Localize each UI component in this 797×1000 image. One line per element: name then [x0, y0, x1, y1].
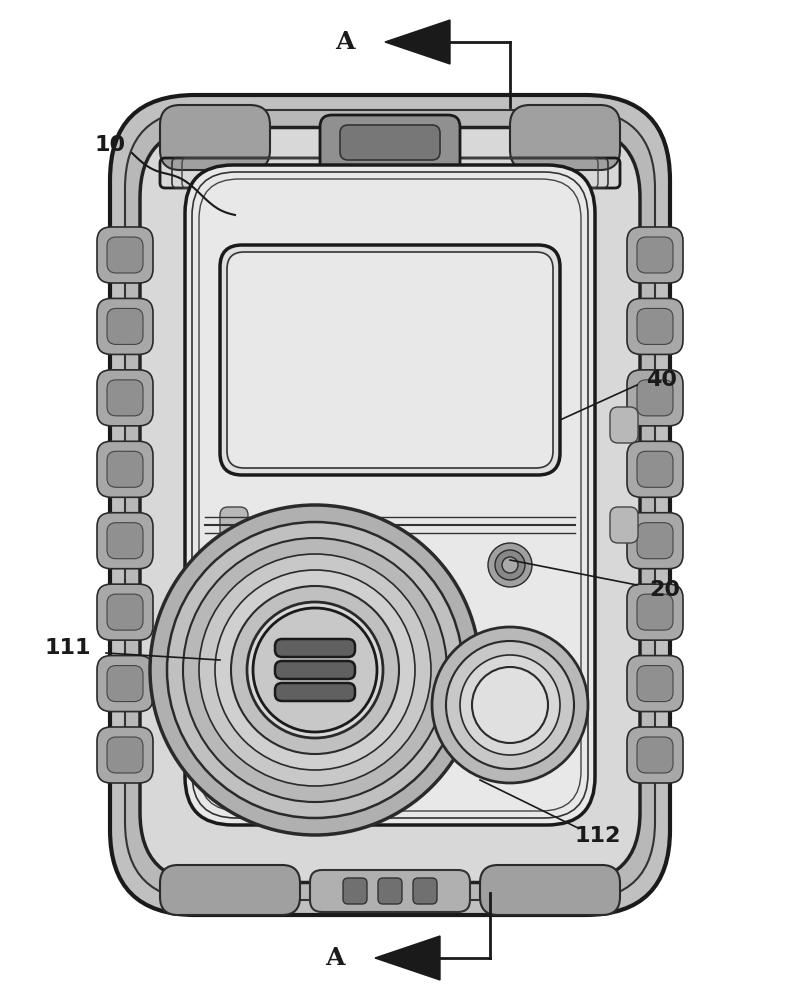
FancyBboxPatch shape — [413, 878, 437, 904]
Circle shape — [183, 538, 447, 802]
Text: 111: 111 — [45, 638, 91, 658]
FancyBboxPatch shape — [107, 451, 143, 487]
FancyBboxPatch shape — [125, 110, 655, 900]
Circle shape — [502, 557, 518, 573]
Circle shape — [231, 586, 399, 754]
Circle shape — [488, 543, 532, 587]
FancyBboxPatch shape — [320, 115, 460, 175]
FancyBboxPatch shape — [160, 105, 270, 170]
Text: 40: 40 — [646, 370, 677, 390]
FancyBboxPatch shape — [627, 441, 683, 497]
Polygon shape — [375, 936, 440, 980]
FancyBboxPatch shape — [627, 298, 683, 354]
FancyBboxPatch shape — [637, 666, 673, 702]
FancyBboxPatch shape — [627, 727, 683, 783]
FancyBboxPatch shape — [107, 666, 143, 702]
Circle shape — [150, 505, 480, 835]
Text: 112: 112 — [575, 826, 621, 846]
FancyBboxPatch shape — [110, 95, 670, 915]
Circle shape — [215, 570, 415, 770]
FancyBboxPatch shape — [637, 308, 673, 344]
FancyBboxPatch shape — [378, 878, 402, 904]
Circle shape — [167, 522, 463, 818]
FancyBboxPatch shape — [637, 737, 673, 773]
FancyBboxPatch shape — [185, 165, 595, 825]
FancyBboxPatch shape — [480, 865, 620, 915]
Polygon shape — [385, 20, 450, 64]
FancyBboxPatch shape — [97, 513, 153, 569]
Circle shape — [253, 608, 377, 732]
FancyBboxPatch shape — [627, 656, 683, 712]
FancyBboxPatch shape — [275, 639, 355, 657]
FancyBboxPatch shape — [97, 584, 153, 640]
FancyBboxPatch shape — [97, 727, 153, 783]
Text: A: A — [325, 946, 345, 970]
FancyBboxPatch shape — [160, 865, 300, 915]
FancyBboxPatch shape — [107, 594, 143, 630]
Text: 20: 20 — [650, 580, 681, 600]
FancyBboxPatch shape — [97, 227, 153, 283]
FancyBboxPatch shape — [637, 237, 673, 273]
FancyBboxPatch shape — [275, 661, 355, 679]
FancyBboxPatch shape — [220, 507, 248, 543]
FancyBboxPatch shape — [107, 237, 143, 273]
FancyBboxPatch shape — [97, 298, 153, 354]
Circle shape — [495, 550, 525, 580]
FancyBboxPatch shape — [107, 523, 143, 559]
Circle shape — [460, 655, 560, 755]
FancyBboxPatch shape — [343, 878, 367, 904]
FancyBboxPatch shape — [97, 370, 153, 426]
FancyBboxPatch shape — [510, 105, 620, 170]
FancyBboxPatch shape — [627, 513, 683, 569]
Circle shape — [472, 667, 548, 743]
Circle shape — [446, 641, 574, 769]
FancyBboxPatch shape — [637, 523, 673, 559]
FancyBboxPatch shape — [627, 370, 683, 426]
Text: A: A — [336, 30, 355, 54]
FancyBboxPatch shape — [627, 584, 683, 640]
FancyBboxPatch shape — [627, 227, 683, 283]
Circle shape — [199, 554, 431, 786]
FancyBboxPatch shape — [107, 308, 143, 344]
FancyBboxPatch shape — [107, 737, 143, 773]
FancyBboxPatch shape — [220, 245, 560, 475]
FancyBboxPatch shape — [140, 127, 640, 882]
Circle shape — [432, 627, 588, 783]
FancyBboxPatch shape — [637, 451, 673, 487]
FancyBboxPatch shape — [97, 441, 153, 497]
FancyBboxPatch shape — [637, 380, 673, 416]
Text: 10: 10 — [94, 135, 126, 155]
FancyBboxPatch shape — [220, 407, 248, 443]
FancyBboxPatch shape — [275, 683, 355, 701]
FancyBboxPatch shape — [310, 870, 470, 912]
FancyBboxPatch shape — [107, 380, 143, 416]
FancyBboxPatch shape — [610, 507, 638, 543]
FancyBboxPatch shape — [340, 125, 440, 160]
FancyBboxPatch shape — [97, 656, 153, 712]
Circle shape — [247, 602, 383, 738]
FancyBboxPatch shape — [610, 407, 638, 443]
FancyBboxPatch shape — [227, 252, 553, 468]
FancyBboxPatch shape — [637, 594, 673, 630]
